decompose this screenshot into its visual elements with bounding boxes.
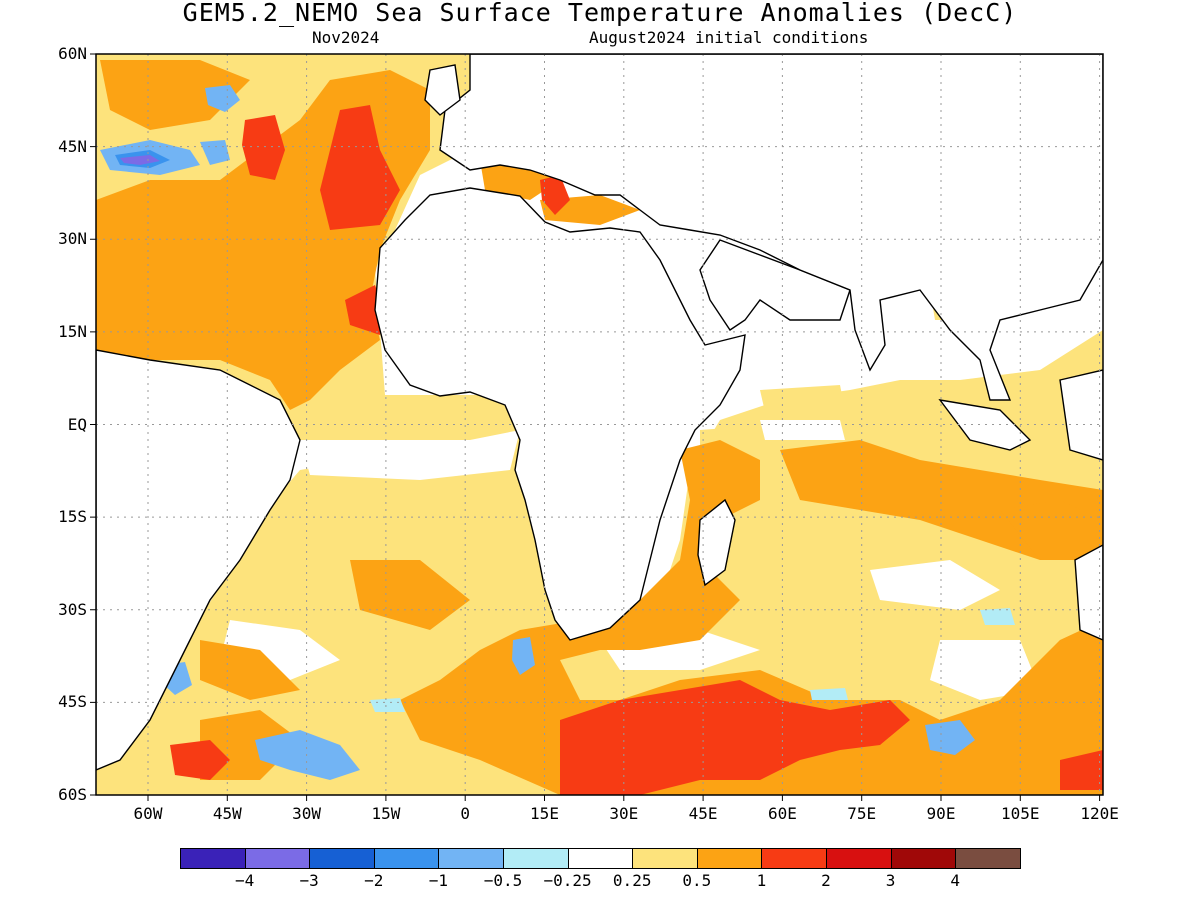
longitude-label: 45E	[688, 804, 718, 823]
anomaly-1-2	[170, 105, 1103, 795]
colorbar-swatch	[503, 848, 569, 869]
anomaly-near-zero	[220, 200, 1103, 700]
colorbar-label: 3	[885, 871, 896, 890]
map-title: GEM5.2_NEMO Sea Surface Temperature Anom…	[182, 0, 1018, 27]
colorbar-swatch	[567, 848, 634, 869]
longitude-label: 90E	[926, 804, 956, 823]
land-masses	[96, 54, 1103, 771]
longitude-label: 45W	[212, 804, 242, 823]
colorbar-label: −3	[299, 871, 319, 890]
longitude-label: 15E	[530, 804, 559, 823]
longitude-label: 0	[460, 804, 470, 823]
latitude-label: EQ	[67, 414, 87, 434]
colorbar-swatch	[438, 848, 504, 869]
longitude-label: 30E	[609, 804, 639, 823]
colorbar-swatch	[180, 848, 246, 869]
anomaly-field	[96, 54, 1103, 795]
colorbar-label: −1	[428, 871, 449, 890]
longitude-label: 75E	[847, 804, 877, 823]
colorbar-swatch	[826, 848, 892, 869]
axis-ticks	[90, 53, 1101, 801]
colorbar-label: 1	[756, 871, 767, 890]
longitude-label: 15W	[371, 804, 401, 823]
longitude-label: 60E	[767, 804, 797, 823]
latitude-label: 45S	[58, 692, 87, 712]
latitude-label: 15S	[58, 507, 87, 527]
graticule	[96, 54, 1103, 795]
colorbar-swatch	[696, 848, 763, 869]
colorbar-swatch	[632, 848, 698, 869]
colorbar-label: 2	[821, 871, 831, 890]
longitude-label: 60W	[133, 804, 163, 823]
latitude-label: 60N	[58, 44, 87, 63]
colorbar-label: 4	[950, 871, 960, 890]
longitude-label: 105E	[1001, 804, 1040, 823]
colorbar-label: −0.25	[543, 871, 592, 890]
colorbar-label: 0.5	[682, 871, 712, 890]
initial-conditions-label: August2024 initial conditions	[589, 28, 869, 47]
colorbar-swatch	[761, 848, 827, 869]
colorbar-swatch	[373, 848, 440, 869]
colorbar-label: −2	[364, 871, 384, 890]
anomaly-negative	[100, 85, 1015, 780]
colorbar-swatch	[309, 848, 375, 869]
forecast-month: Nov2024	[312, 28, 380, 47]
colorbar-swatch	[244, 848, 311, 869]
latitude-label: 30S	[58, 599, 87, 619]
longitude-label: 120E	[1080, 804, 1119, 823]
latitude-label: 30N	[58, 229, 87, 249]
colorbar-swatch	[955, 848, 1021, 869]
colorbar-label: −4	[234, 871, 255, 890]
latitude-label: 15N	[58, 321, 87, 341]
colorbar-label: 0.25	[612, 871, 652, 890]
colorbar-label: −0.5	[483, 871, 523, 890]
latitude-label: 60S	[58, 785, 87, 804]
latitude-label: 45N	[58, 136, 87, 156]
colorbar-swatch	[890, 848, 957, 869]
longitude-label: 30W	[292, 804, 322, 823]
